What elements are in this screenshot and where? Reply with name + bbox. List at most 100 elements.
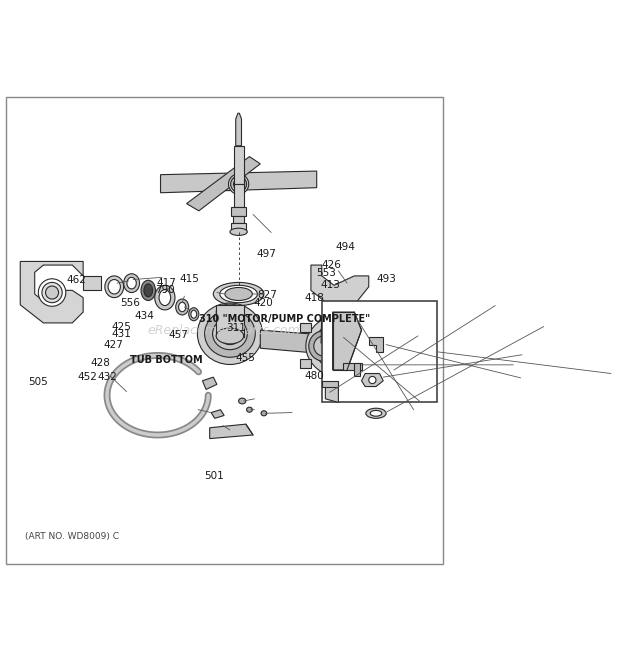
Polygon shape bbox=[326, 384, 339, 403]
Text: 553: 553 bbox=[316, 268, 336, 278]
Ellipse shape bbox=[229, 174, 249, 194]
Polygon shape bbox=[369, 337, 383, 352]
Text: 431: 431 bbox=[111, 329, 131, 339]
Text: 790: 790 bbox=[154, 285, 174, 295]
Polygon shape bbox=[83, 276, 101, 290]
Ellipse shape bbox=[144, 284, 153, 297]
Text: 428: 428 bbox=[91, 358, 110, 368]
Polygon shape bbox=[161, 171, 317, 193]
Text: 427: 427 bbox=[103, 340, 123, 350]
Ellipse shape bbox=[220, 286, 257, 303]
Ellipse shape bbox=[239, 398, 246, 404]
Ellipse shape bbox=[205, 310, 255, 357]
Text: 311: 311 bbox=[226, 323, 246, 333]
Text: 425: 425 bbox=[111, 322, 131, 332]
Ellipse shape bbox=[213, 318, 247, 350]
Polygon shape bbox=[300, 359, 311, 368]
Text: 426: 426 bbox=[321, 260, 341, 270]
Ellipse shape bbox=[123, 274, 140, 293]
Ellipse shape bbox=[230, 228, 247, 235]
Ellipse shape bbox=[213, 282, 264, 305]
Polygon shape bbox=[216, 305, 244, 337]
Polygon shape bbox=[236, 113, 242, 146]
Text: (ART NO. WD8009) C: (ART NO. WD8009) C bbox=[25, 531, 119, 541]
Ellipse shape bbox=[369, 376, 376, 383]
Polygon shape bbox=[332, 312, 361, 370]
Text: 827: 827 bbox=[257, 290, 277, 299]
Text: eReplacementParts.com: eReplacementParts.com bbox=[148, 324, 301, 336]
Ellipse shape bbox=[191, 310, 197, 318]
Text: 455: 455 bbox=[236, 353, 255, 364]
Text: TUB BOTTOM: TUB BOTTOM bbox=[130, 355, 203, 365]
Polygon shape bbox=[210, 424, 253, 439]
Ellipse shape bbox=[361, 338, 377, 354]
Ellipse shape bbox=[42, 282, 62, 303]
Text: 497: 497 bbox=[257, 249, 277, 259]
Ellipse shape bbox=[355, 332, 383, 360]
Text: 505: 505 bbox=[28, 377, 48, 387]
Polygon shape bbox=[233, 216, 244, 223]
Ellipse shape bbox=[225, 288, 252, 301]
Ellipse shape bbox=[370, 410, 382, 416]
Polygon shape bbox=[340, 310, 369, 327]
Text: 493: 493 bbox=[376, 274, 396, 284]
Ellipse shape bbox=[108, 280, 120, 294]
Ellipse shape bbox=[349, 326, 389, 366]
Ellipse shape bbox=[314, 320, 378, 372]
Ellipse shape bbox=[309, 331, 339, 361]
Polygon shape bbox=[361, 373, 383, 387]
Polygon shape bbox=[187, 157, 260, 211]
Text: 417: 417 bbox=[156, 278, 176, 288]
Polygon shape bbox=[211, 410, 224, 418]
Polygon shape bbox=[231, 207, 246, 216]
Ellipse shape bbox=[247, 407, 252, 412]
Bar bbox=[322, 301, 438, 403]
Text: 413: 413 bbox=[320, 280, 340, 290]
Polygon shape bbox=[311, 265, 369, 305]
Ellipse shape bbox=[188, 308, 199, 321]
Ellipse shape bbox=[197, 303, 262, 364]
Ellipse shape bbox=[105, 276, 123, 297]
Ellipse shape bbox=[306, 313, 386, 379]
Text: 494: 494 bbox=[335, 243, 355, 253]
Text: 452: 452 bbox=[77, 372, 97, 382]
Text: 556: 556 bbox=[120, 298, 140, 308]
Text: 480: 480 bbox=[305, 371, 325, 381]
Ellipse shape bbox=[231, 176, 247, 192]
Polygon shape bbox=[260, 330, 318, 353]
Ellipse shape bbox=[179, 302, 186, 312]
Ellipse shape bbox=[38, 279, 66, 306]
Polygon shape bbox=[300, 323, 311, 332]
Text: 434: 434 bbox=[135, 311, 154, 321]
Text: 310 "MOTOR/PUMP COMPLETE": 310 "MOTOR/PUMP COMPLETE" bbox=[200, 313, 371, 323]
Polygon shape bbox=[234, 184, 244, 207]
Bar bbox=[354, 363, 360, 375]
Polygon shape bbox=[339, 330, 351, 343]
Polygon shape bbox=[322, 381, 339, 387]
Ellipse shape bbox=[159, 290, 170, 305]
Text: 501: 501 bbox=[204, 471, 224, 481]
Polygon shape bbox=[234, 146, 244, 184]
Ellipse shape bbox=[127, 278, 136, 289]
Ellipse shape bbox=[216, 328, 244, 344]
Ellipse shape bbox=[216, 304, 244, 320]
Ellipse shape bbox=[366, 408, 386, 418]
Ellipse shape bbox=[234, 179, 244, 189]
Text: 462: 462 bbox=[66, 276, 86, 286]
Ellipse shape bbox=[175, 299, 188, 315]
Text: 415: 415 bbox=[179, 274, 199, 284]
Text: 418: 418 bbox=[305, 293, 325, 303]
Ellipse shape bbox=[141, 280, 156, 301]
Text: 457: 457 bbox=[168, 330, 188, 340]
Polygon shape bbox=[343, 363, 361, 370]
Polygon shape bbox=[203, 377, 217, 389]
Ellipse shape bbox=[155, 286, 175, 310]
Text: 420: 420 bbox=[254, 297, 273, 308]
Ellipse shape bbox=[218, 323, 242, 344]
Text: 432: 432 bbox=[98, 372, 118, 382]
Ellipse shape bbox=[261, 410, 267, 416]
Polygon shape bbox=[231, 223, 246, 232]
Ellipse shape bbox=[314, 336, 334, 356]
Ellipse shape bbox=[45, 286, 58, 299]
Polygon shape bbox=[20, 262, 83, 323]
